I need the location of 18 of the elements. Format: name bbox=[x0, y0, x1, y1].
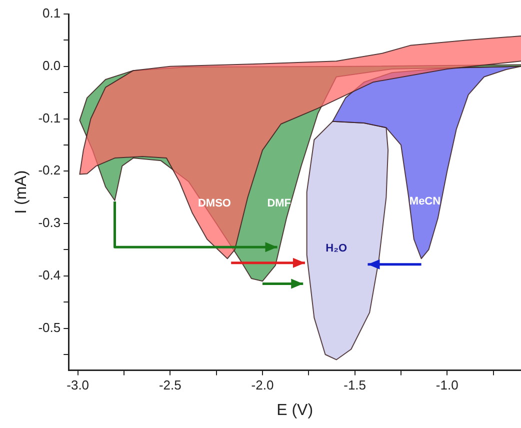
x-tick-label: -2.0 bbox=[251, 378, 274, 393]
y-tick-label: -0.4 bbox=[38, 267, 61, 282]
y-tick-label: 0.0 bbox=[42, 58, 61, 73]
x-tick-label: -1.0 bbox=[436, 378, 458, 393]
series-label: MeCN bbox=[409, 196, 441, 208]
y-tick-label: -0.5 bbox=[38, 320, 61, 335]
series-label: H₂O bbox=[326, 242, 348, 255]
y-axis-title: I (mA) bbox=[13, 170, 30, 214]
y-tick-label: -0.3 bbox=[38, 215, 61, 230]
x-axis-title: E (V) bbox=[276, 402, 314, 419]
y-tick-label: 0.1 bbox=[42, 6, 61, 21]
x-tick-label: -2.5 bbox=[158, 378, 182, 393]
x-tick-label: -3.0 bbox=[66, 378, 90, 393]
y-tick-label: -0.2 bbox=[38, 162, 61, 178]
x-tick-label: -1.5 bbox=[344, 378, 366, 393]
series-label: DMF bbox=[267, 198, 292, 210]
series-label: DMSO bbox=[198, 198, 232, 210]
y-tick-label: -0.1 bbox=[38, 110, 61, 126]
